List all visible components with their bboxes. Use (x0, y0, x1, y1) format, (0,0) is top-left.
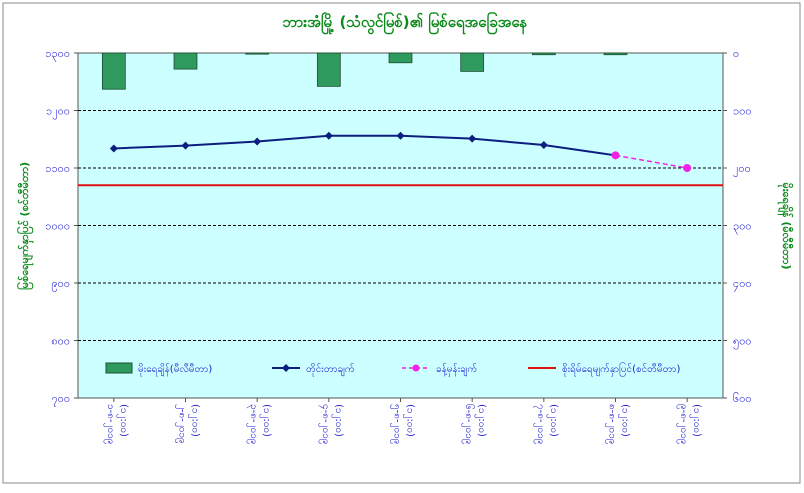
rainfall-bar (101, 52, 126, 90)
measured-point (396, 131, 405, 140)
left-tick-label: ၈၀၀ (51, 335, 70, 348)
forecast-point (683, 164, 692, 172)
x-tick-label: (၁၂:၀၀) (188, 404, 201, 437)
right-tick-label: ၂၀၀ (733, 162, 751, 177)
left-tick-label: ၁၁၀၀ (45, 162, 70, 175)
rainfall-bar (531, 52, 556, 56)
left-tick-label: ၁၂၀၀ (46, 105, 70, 120)
x-tick-label: (၁၂:၀၀) (403, 404, 416, 437)
left-tick-label: ၁၀၀၀ (45, 220, 70, 233)
left-axis-title: မြစ်ရေမျက်နှာပြင် (စင်တီမီတာ) (16, 162, 34, 290)
legend-label-forecast: ခန့်မှန်းချက် (436, 362, 477, 377)
legend-swatch-rainfall (105, 362, 133, 374)
forecast-point (611, 151, 620, 160)
legend-marker-forecast (412, 364, 420, 372)
legend-label-rainfall: မိုးရေချိန်(မီလီမီတာ) (138, 362, 212, 377)
gridlines (78, 110, 723, 341)
x-tick-label: (၁၂:၀၀) (474, 404, 487, 437)
rainfall-bar (388, 52, 413, 64)
legend-label-measured: တိုင်းတာချက် (306, 362, 355, 377)
left-tick-label: ၇၀၀ (51, 392, 70, 407)
x-tick-label: (၁၂:၀၀) (259, 404, 272, 437)
x-tick-label: (၁၂:၀၀) (618, 404, 631, 437)
x-tick-label: ၁-၈-၂၀၁၉ (103, 404, 116, 444)
legend-marker-measured (282, 364, 290, 372)
x-tick-label: (၁၂:၀၀) (546, 404, 559, 437)
measured-point (253, 137, 262, 146)
forecast-path (615, 154, 688, 169)
x-tick-label: (၁၂:၀၀) (689, 404, 702, 437)
measured-point (324, 131, 333, 140)
right-tick-label: ၁၀၀ (733, 105, 752, 118)
right-tick-label: ၆၀၀ (733, 392, 752, 405)
x-tick-label: ၆-၈-၂၀၁၉ (461, 404, 476, 444)
measured-point (539, 141, 548, 149)
right-tick-label: ၀ (733, 47, 739, 60)
rainfall-bar (245, 52, 270, 55)
left-tick-label: ၁၃၀၀ (45, 47, 70, 62)
x-tick-label: ၄-၈-၂၀၁၉ (318, 404, 331, 444)
measured-point (181, 141, 190, 150)
x-tick-label: ၇-၈-၂၀၁၉ (533, 404, 546, 444)
rainfall-bar (603, 52, 628, 56)
right-tick-label: ၄၀၀ (733, 277, 752, 292)
measured-level-path (113, 134, 616, 157)
left-tick-label: ၉၀၀ (51, 277, 70, 292)
measured-point (109, 144, 118, 153)
x-tick-label: ၈-၈-၂၀၁၉ (605, 404, 618, 444)
forecast-line (611, 151, 692, 172)
rainfall-bar (173, 52, 198, 70)
right-tick-label: ၅၀၀ (733, 335, 752, 350)
x-tick-label: (၁၂:၀၀) (116, 404, 129, 437)
rainfall-bar (316, 52, 341, 87)
x-tick-label: ၉-၈-၂၀၁၉ (676, 404, 689, 444)
legend-label-alert: စိုးရိမ်ရေမျက်နှာပြင်(စင်တီမီတာ) (562, 361, 680, 377)
x-tick-label: ၃-၈-၂၀၁၉ (246, 404, 259, 444)
rainfall-bars (101, 52, 628, 90)
measured-point (468, 134, 477, 143)
x-tick-label: ၅-၈-၂၀၁၉ (390, 404, 403, 444)
x-tick-label: (၁၂:၀၀) (331, 404, 344, 437)
right-tick-label: ၃၀၀ (733, 220, 752, 235)
x-tick-label: ၂-၈-၂၀၁၉ (175, 404, 188, 444)
right-axis-title: မိုးရေချိန် (မီလီမီတာ) (777, 183, 794, 270)
x-axis-ticks: ၁-၈-၂၀၁၉ (၁၂:၀၀) ၂-၈-၂၀၁၉ (၁၂:၀၀) ၃-၈-၂၀၁၉ (၁… (103, 398, 702, 444)
rainfall-bar (460, 52, 485, 72)
legend: မိုးရေချိန်(မီလီမီတာ) တိုင်းတာချက် ခန့်မှန… (105, 361, 680, 377)
